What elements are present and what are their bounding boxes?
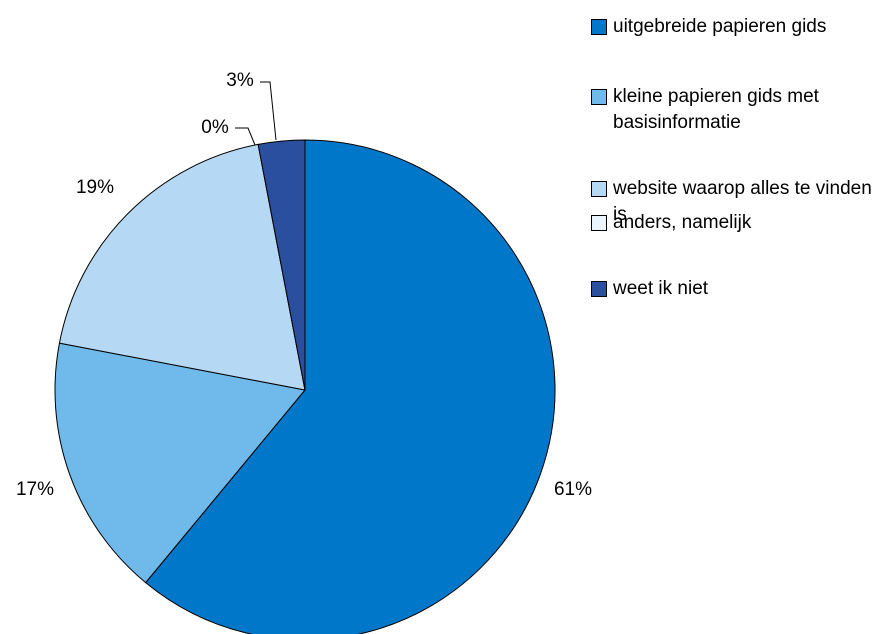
legend-label: anders, namelijk bbox=[613, 212, 752, 233]
legend-item: kleine papieren gids met basisinformatie bbox=[591, 84, 888, 136]
pie-slice bbox=[54, 342, 306, 584]
legend-item: uitgebreide papieren gids bbox=[591, 14, 888, 40]
data-label: 0% bbox=[201, 117, 229, 138]
data-label: 61% bbox=[554, 479, 592, 500]
data-label: 3% bbox=[226, 70, 254, 91]
data-label: 19% bbox=[76, 177, 114, 198]
pie-slice bbox=[257, 139, 306, 391]
legend-swatch bbox=[591, 181, 607, 197]
pie-slice bbox=[144, 139, 556, 634]
data-label: 17% bbox=[16, 479, 54, 500]
legend-label: website waarop alles te vinden is bbox=[613, 178, 872, 225]
legend-item: website waarop alles te vinden is bbox=[591, 176, 888, 228]
legend-label: uitgebreide papieren gids bbox=[613, 16, 827, 37]
legend-label: weet ik niet bbox=[613, 278, 709, 299]
legend-label: kleine papieren gids met basisinformatie bbox=[613, 86, 819, 133]
legend-swatch bbox=[591, 281, 607, 297]
legend-item: anders, namelijk bbox=[591, 210, 888, 236]
legend-swatch bbox=[591, 19, 607, 35]
pie-slice bbox=[58, 143, 306, 391]
leader-line bbox=[260, 81, 277, 141]
legend-item: weet ik niet bbox=[591, 276, 888, 302]
legend-swatch bbox=[591, 89, 607, 105]
leader-line bbox=[235, 127, 256, 146]
legend-swatch bbox=[591, 215, 607, 231]
